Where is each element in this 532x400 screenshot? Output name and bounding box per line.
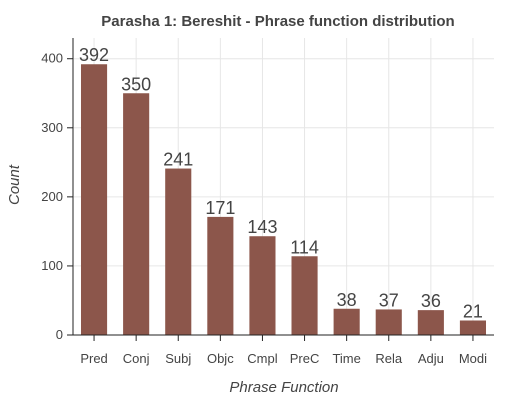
chart-title: Parasha 1: Bereshit - Phrase function di… [101,13,454,30]
bar-adju [417,310,444,335]
x-tick-label: Pred [80,351,107,366]
bar-pred [80,64,108,335]
x-axis-label: Phrase Function [229,379,338,396]
y-tick-label: 100 [41,258,63,273]
x-tick-label: Modi [459,351,487,366]
bar-prec [291,256,318,335]
bar-objc [207,216,234,335]
x-tick-label: Conj [123,351,150,366]
data-label: 36 [421,291,441,311]
bar-rela [375,309,402,335]
bar-subj [165,168,192,335]
y-tick-label: 200 [41,189,63,204]
bar-conj [123,93,150,335]
data-label: 114 [290,237,319,257]
bar-cmpl [249,236,276,335]
y-tick-label: 300 [41,120,63,135]
data-label: 392 [79,45,109,65]
data-label: 37 [379,290,399,310]
data-label: 143 [247,217,277,237]
data-label: 171 [205,198,235,218]
x-tick-label: Subj [165,351,191,366]
y-tick-label: 0 [56,327,63,342]
data-label: 350 [121,74,151,94]
x-tick-label: Time [332,351,360,366]
x-tick-label: Objc [207,351,234,366]
axes: 0 100 200 300 400 Pred Conj Subj Objc Cmpl PreC Tim… [41,38,494,366]
data-label: 21 [463,301,483,321]
bars: 392 350 241 171 143 114 38 37 36 21 [79,45,487,335]
data-label: 38 [337,290,357,310]
bar-modi [459,320,487,335]
data-label: 241 [163,150,193,170]
x-tick-label: PreC [290,351,320,366]
x-tick-label: Rela [375,351,403,366]
x-tick-label: Cmpl [247,351,277,366]
x-tick-label: Adju [418,351,444,366]
y-axis-label: Count [6,164,23,205]
bar-time [333,308,360,335]
y-tick-label: 400 [41,51,63,66]
